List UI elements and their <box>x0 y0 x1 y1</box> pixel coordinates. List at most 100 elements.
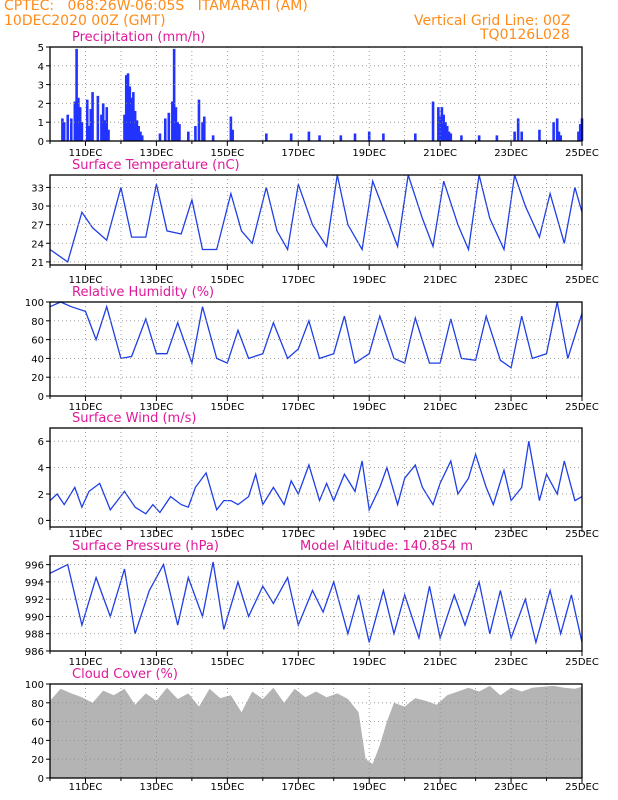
precip-ytick-label: 2 <box>38 99 44 110</box>
precip-bar <box>174 107 178 141</box>
precip-xtick-label: 23DEC <box>494 148 528 159</box>
precip-bar <box>367 131 371 141</box>
temp-series-line <box>49 174 583 263</box>
wind-xtick-label: 15DEC <box>210 529 244 540</box>
precip-bar <box>578 124 582 141</box>
precip-bar <box>307 131 311 141</box>
temp-xtick-label: 17DEC <box>281 275 315 286</box>
temp-panel: 21 24 27 30 33 11DEC 13DEC 15DEC 17DEC 19DEC 21DEC… <box>31 158 599 286</box>
cloud-ytick-label: 80 <box>31 699 44 710</box>
precip-bar <box>132 92 135 141</box>
cloud-ytick-label: 40 <box>31 736 44 747</box>
precip-bar <box>495 135 499 141</box>
rh-xtick-label: 21DEC <box>423 402 457 413</box>
precip-bar <box>438 116 442 141</box>
precip-bar <box>80 122 84 141</box>
precip-bar <box>133 110 137 141</box>
temp-ytick-label: 27 <box>31 221 44 232</box>
wind-title: Surface Wind (m/s) <box>72 411 196 426</box>
precip-bar <box>513 131 516 141</box>
cloud-xtick-label: 11DEC <box>69 782 103 793</box>
precip-bar <box>100 114 103 141</box>
temp-xtick-label: 25DEC <box>565 275 599 286</box>
rh-ytick-label: 20 <box>31 373 44 384</box>
wind-xtick-label: 25DEC <box>565 529 599 540</box>
temp-xtick-label: 15DEC <box>210 275 244 286</box>
wind-ytick-label: 2 <box>38 490 44 501</box>
rh-xtick-label: 13DEC <box>140 402 174 413</box>
precip-bar <box>123 114 126 141</box>
precip-frame <box>49 46 583 142</box>
rh-xtick-label: 17DEC <box>281 402 315 413</box>
precip-bar <box>353 133 357 141</box>
cloud-title: Cloud Cover (%) <box>72 667 178 682</box>
precip-bar <box>107 129 110 141</box>
precip-bar <box>229 116 233 141</box>
cloud-ytick-label: 20 <box>31 755 44 766</box>
pressure-ytick-label: 988 <box>25 630 44 641</box>
precip-bar <box>211 135 215 141</box>
precip-bar <box>516 118 520 141</box>
wind-frame <box>49 427 583 528</box>
precip-ytick-label: 4 <box>38 62 44 73</box>
precip-bar <box>75 48 78 141</box>
precip-ytick-label: 5 <box>38 43 44 54</box>
cloud-xtick-label: 13DEC <box>140 782 174 793</box>
precip-bar <box>139 131 142 141</box>
precip-bar <box>437 107 440 141</box>
precip-bar <box>167 112 171 141</box>
wind-xtick-label: 17DEC <box>281 529 315 540</box>
run-date: 10DEC2020 00Z (GMT) <box>4 13 166 29</box>
pressure-xtick-label: 25DEC <box>565 657 599 668</box>
rh-ytick-label: 40 <box>31 354 44 365</box>
precip-bar <box>128 86 132 141</box>
precip-bar <box>318 135 321 141</box>
precip-bar <box>77 97 80 141</box>
rh-panel: 0 20 40 60 80 100 11DEC 13DEC 15DEC 17DEC 19DEC 21D… <box>25 285 599 413</box>
pressure-xtick-label: 17DEC <box>281 657 315 668</box>
cloud-panel: 0 20 40 60 80 100 11DEC 13DEC 15DEC 17DEC 19DEC 21D… <box>25 667 599 793</box>
precip-bar <box>163 118 167 141</box>
wind-panel: 0 2 4 6 11DEC 13DEC 15DEC 17DEC 19DEC 21DEC 23DEC 2… <box>38 411 599 540</box>
precip-bar <box>289 133 293 141</box>
pressure-panel: 986 988 990 992 994 996 11DEC 13DEC 15DEC 17DEC 19… <box>25 539 599 668</box>
precip-bar <box>520 131 524 141</box>
rh-xtick-label: 25DEC <box>565 402 599 413</box>
precip-panel: 0 1 2 3 4 5 11DEC 13DEC 15DEC 17DEC 19DEC 21DEC 23DE… <box>38 30 599 159</box>
rh-xtick-label: 19DEC <box>352 402 386 413</box>
precip-bar <box>442 114 445 141</box>
precip-bar <box>431 101 435 141</box>
precip-plot-area <box>50 47 582 141</box>
rh-xtick-label: 23DEC <box>494 402 528 413</box>
precip-bar <box>265 133 268 141</box>
precip-bar <box>96 95 100 141</box>
precip-xtick-label: 17DEC <box>281 148 315 159</box>
pressure-xtick-label: 23DEC <box>494 657 528 668</box>
cloud-frame <box>49 683 583 779</box>
wind-series-line <box>49 441 583 515</box>
cloud-xtick-label: 21DEC <box>423 782 457 793</box>
rh-plot-area <box>50 302 582 396</box>
precip-bar <box>135 120 139 141</box>
pressure-ytick-label: 990 <box>25 612 44 623</box>
precip-bar <box>555 118 559 141</box>
wind-xtick-label: 21DEC <box>423 529 457 540</box>
temp-xtick-label: 11DEC <box>69 275 103 286</box>
precip-bar <box>552 122 555 141</box>
precip-bar <box>137 125 140 141</box>
wind-xtick-label: 23DEC <box>494 529 528 540</box>
precip-bar <box>447 131 451 141</box>
rh-xtick-label: 15DEC <box>210 402 244 413</box>
vertical-grid-note: Vertical Grid Line: 00Z <box>414 13 571 29</box>
precip-xtick-label: 15DEC <box>210 148 244 159</box>
cloud-xtick-label: 15DEC <box>210 782 244 793</box>
model-id: TQ0126L028 <box>480 27 570 43</box>
precip-bar <box>557 131 561 141</box>
wind-xtick-label: 13DEC <box>140 529 174 540</box>
precip-ytick-label: 1 <box>38 118 44 129</box>
precip-bar <box>158 133 162 141</box>
precip-bar <box>201 122 204 141</box>
cloud-xtick-label: 25DEC <box>565 782 599 793</box>
cloud-xtick-label: 19DEC <box>352 782 386 793</box>
pressure-xtick-label: 11DEC <box>69 657 103 668</box>
